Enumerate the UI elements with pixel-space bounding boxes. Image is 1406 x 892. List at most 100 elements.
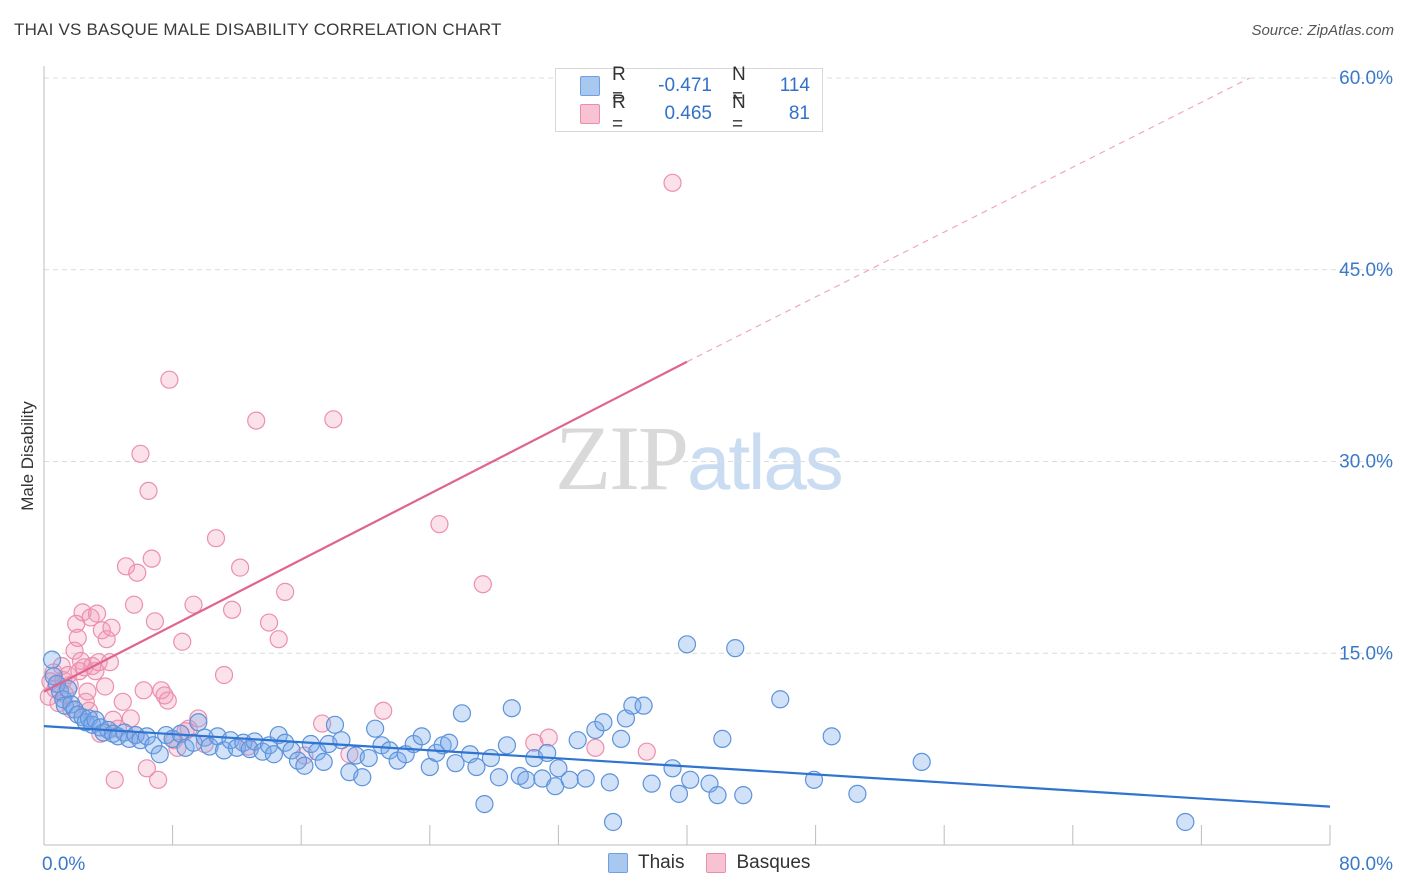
data-point (734, 786, 753, 805)
data-point (152, 681, 171, 700)
data-point (87, 604, 107, 623)
data-point (259, 613, 279, 632)
data-point (231, 558, 250, 577)
data-point (158, 691, 177, 710)
axes (43, 66, 1331, 846)
data-point (726, 639, 745, 658)
data-point (113, 692, 132, 711)
n-value: 81 (788, 103, 810, 124)
y-tick-label: 30.0% (1339, 452, 1393, 473)
data-point (295, 756, 314, 775)
data-point (677, 635, 697, 654)
thais-trend-line (43, 725, 1331, 808)
data-point (134, 681, 153, 700)
data-point (100, 653, 120, 672)
basques-trend-line (43, 360, 688, 693)
data-point (1176, 812, 1195, 832)
data-point (42, 650, 62, 669)
data-point (822, 727, 841, 746)
legend-row-basques: R = 0.465 N = 81 (580, 92, 810, 135)
data-point (594, 713, 613, 732)
data-point (586, 738, 605, 757)
data-point (430, 515, 449, 534)
data-point (206, 529, 226, 548)
watermark: ZIPatlas (555, 405, 844, 511)
data-point (611, 729, 631, 748)
data-point (637, 742, 656, 761)
data-point (124, 595, 144, 614)
r-label: R = (612, 64, 626, 107)
legend-item-basques[interactable]: Basques (706, 852, 810, 874)
data-point (59, 679, 78, 699)
legend-item-thais[interactable]: Thais (608, 852, 684, 874)
data-point (139, 481, 158, 501)
data-point (314, 752, 333, 772)
r-label: R = (612, 92, 626, 135)
y-tick-label: 15.0% (1339, 643, 1393, 664)
data-point (68, 628, 87, 648)
n-value: 114 (779, 75, 810, 96)
data-point (446, 754, 465, 773)
data-point (634, 696, 653, 715)
data-point (150, 745, 169, 764)
data-point (353, 768, 372, 787)
data-point (912, 752, 931, 772)
data-point (105, 770, 124, 789)
y-tick-label: 45.0% (1339, 260, 1393, 281)
data-point (497, 736, 517, 755)
r-value: 0.465 (664, 103, 712, 124)
thais-swatch (608, 853, 628, 873)
data-point (189, 713, 208, 732)
data-point (312, 714, 332, 733)
data-point (247, 411, 266, 430)
data-point (848, 784, 867, 803)
data-point (359, 748, 378, 768)
legend-label-basques: Basques (736, 852, 811, 873)
data-point (78, 682, 97, 701)
data-point (439, 733, 459, 752)
data-point (489, 768, 509, 787)
data-point (473, 575, 492, 594)
data-point (62, 695, 81, 714)
y-tick-label: 60.0% (1339, 68, 1393, 89)
x-tick-label: 80.0% (1339, 854, 1393, 875)
legend-label-thais: Thais (638, 852, 685, 873)
n-label: N = (732, 92, 746, 135)
data-point (325, 715, 345, 734)
data-point (155, 686, 174, 705)
trend-lines (43, 77, 1331, 808)
data-point (264, 745, 283, 764)
data-point (681, 770, 700, 789)
data-point (713, 729, 732, 748)
data-point (669, 784, 689, 803)
watermark-zip: ZIP (555, 407, 689, 509)
data-point (184, 595, 203, 614)
data-point (128, 563, 147, 582)
series-legend: Thais Basques (608, 852, 832, 874)
legend-row-thais: R = -0.471 N = 114 (580, 64, 810, 107)
data-point (374, 701, 393, 720)
data-point (173, 632, 192, 651)
basques-points (39, 173, 682, 789)
data-point (324, 410, 343, 429)
data-point (475, 794, 494, 814)
data-point (568, 731, 587, 750)
data-point (149, 770, 168, 789)
data-point (560, 770, 579, 789)
data-point (145, 612, 165, 631)
data-point (269, 630, 288, 649)
data-point (142, 549, 161, 568)
data-point (160, 370, 179, 389)
data-point (131, 444, 150, 463)
tick-labels: 15.0% 30.0% 45.0% 60.0% 0.0% 80.0% (42, 68, 1393, 875)
data-point (663, 759, 682, 778)
data-point (517, 770, 536, 789)
data-point (663, 173, 682, 192)
data-point (539, 728, 558, 747)
n-label: N = (732, 64, 746, 107)
data-point (642, 774, 661, 793)
data-point (222, 600, 242, 619)
data-point (452, 704, 472, 723)
data-point (467, 757, 486, 777)
